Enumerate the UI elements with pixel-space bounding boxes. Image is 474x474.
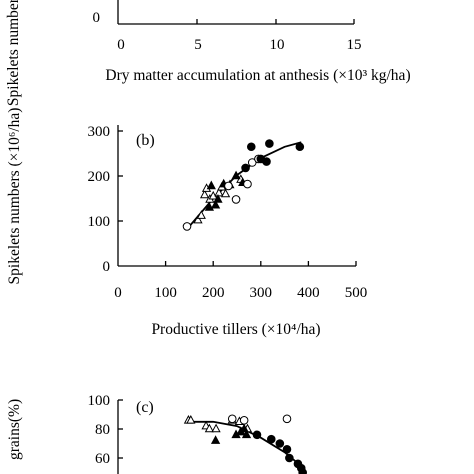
panel-c-point-filled-triangle bbox=[241, 429, 252, 439]
panel-b-point-open-triangle bbox=[196, 210, 206, 219]
panel-c-y-tick-label: 60 bbox=[95, 451, 110, 467]
panel-c-point-open-triangle bbox=[186, 414, 196, 424]
panel-b-point-filled-triangle bbox=[213, 194, 223, 203]
panel-c-y-ticks: 60 80 100 bbox=[88, 393, 123, 467]
panel-c-point-open-circle bbox=[239, 416, 249, 425]
panel-a-y-tick-label: 0 bbox=[93, 10, 101, 26]
panel-a: 0 0 5 10 15 Dry matter accumulation at a… bbox=[5, 0, 411, 106]
panel-b-x-ticks: 0 100 200 300 400 500 bbox=[114, 261, 367, 301]
panel-c-point-filled-circle bbox=[266, 434, 276, 444]
panel-b-point-filled-triangle bbox=[231, 170, 241, 180]
panel-c-point-filled-circle bbox=[285, 453, 294, 463]
panel-c-points bbox=[183, 414, 307, 474]
panel-c-y-tick-label: 100 bbox=[88, 393, 111, 409]
panel-a-x-tick-label: 5 bbox=[194, 37, 202, 53]
panel-b-point-filled-triangle bbox=[210, 199, 221, 209]
panel-c-point-filled-triangle bbox=[239, 423, 249, 433]
panel-c: 60 80 100 (c) grains(%) bbox=[6, 393, 307, 474]
panel-c-point-filled-triangle bbox=[210, 435, 221, 444]
panel-b-point-open-triangle bbox=[193, 214, 203, 224]
panel-b-label: (b) bbox=[136, 132, 155, 149]
panel-b-x-tick-label: 100 bbox=[154, 285, 177, 301]
panel-b-point-filled-circle bbox=[262, 157, 271, 166]
panel-a-x-tick-label: 15 bbox=[347, 37, 362, 53]
panel-c-point-filled-circle bbox=[282, 445, 292, 454]
panel-c-point-open-circle bbox=[227, 414, 237, 424]
panel-b-y-ticks: 0 100 200 300 bbox=[88, 124, 123, 275]
panel-b-point-open-circle bbox=[231, 195, 241, 204]
panel-b-y-tick-label: 200 bbox=[88, 169, 111, 185]
panel-b-point-open-triangle bbox=[199, 189, 210, 199]
panel-b-point-filled-circle bbox=[265, 139, 274, 148]
panel-b-point-filled-circle bbox=[295, 142, 305, 152]
panel-b-x-tick-label: 400 bbox=[297, 285, 320, 301]
panel-b-point-filled-circle bbox=[241, 163, 250, 173]
panel-c-point-open-triangle bbox=[204, 423, 215, 433]
panel-c-point-filled-circle bbox=[298, 468, 307, 474]
panel-b-point-open-triangle bbox=[220, 188, 231, 198]
panel-b-point-open-circle bbox=[243, 179, 252, 189]
panel-b-y-tick-label: 0 bbox=[103, 259, 111, 275]
panel-b-x-tick-label: 0 bbox=[114, 285, 122, 301]
panel-b-point-open-circle bbox=[182, 222, 192, 231]
panel-b-x-tick-label: 500 bbox=[345, 285, 368, 301]
panel-a-y-axis-label: Spikelets numbers bbox=[5, 0, 22, 106]
panel-b: 0 100 200 300 400 500 0 100 200 300 (b) Producti… bbox=[6, 108, 367, 338]
panel-c-y-axis-label: grains(%) bbox=[6, 399, 23, 460]
panel-a-x-tick-label: 10 bbox=[270, 37, 285, 53]
panel-a-x-axis-label: Dry matter accumulation at anthesis (×10… bbox=[105, 67, 410, 84]
panel-b-x-tick-label: 200 bbox=[202, 285, 225, 301]
panel-b-point-open-circle bbox=[247, 158, 257, 167]
panel-b-y-tick-label: 100 bbox=[88, 214, 111, 230]
panel-b-point-filled-circle bbox=[246, 142, 256, 152]
panel-a-x-tick-label: 0 bbox=[117, 37, 125, 53]
panel-b-y-axis-label: Spikelets numbers (×10⁶/ha) bbox=[6, 108, 23, 285]
panel-c-point-open-triangle bbox=[211, 423, 221, 433]
panel-b-x-axis-label: Productive tillers (×10⁴/ha) bbox=[151, 321, 320, 338]
panel-b-point-open-circle bbox=[224, 181, 233, 191]
panel-c-point-filled-circle bbox=[252, 430, 262, 440]
panel-b-x-tick-label: 300 bbox=[250, 285, 273, 301]
panel-b-point-filled-triangle bbox=[206, 180, 216, 190]
panel-c-point-open-circle bbox=[282, 414, 292, 424]
panel-c-label: (c) bbox=[136, 399, 154, 416]
panel-b-points bbox=[182, 139, 305, 231]
panel-c-point-filled-circle bbox=[275, 439, 285, 448]
panel-b-y-tick-label: 300 bbox=[88, 124, 111, 140]
panel-c-y-tick-label: 80 bbox=[95, 422, 110, 438]
